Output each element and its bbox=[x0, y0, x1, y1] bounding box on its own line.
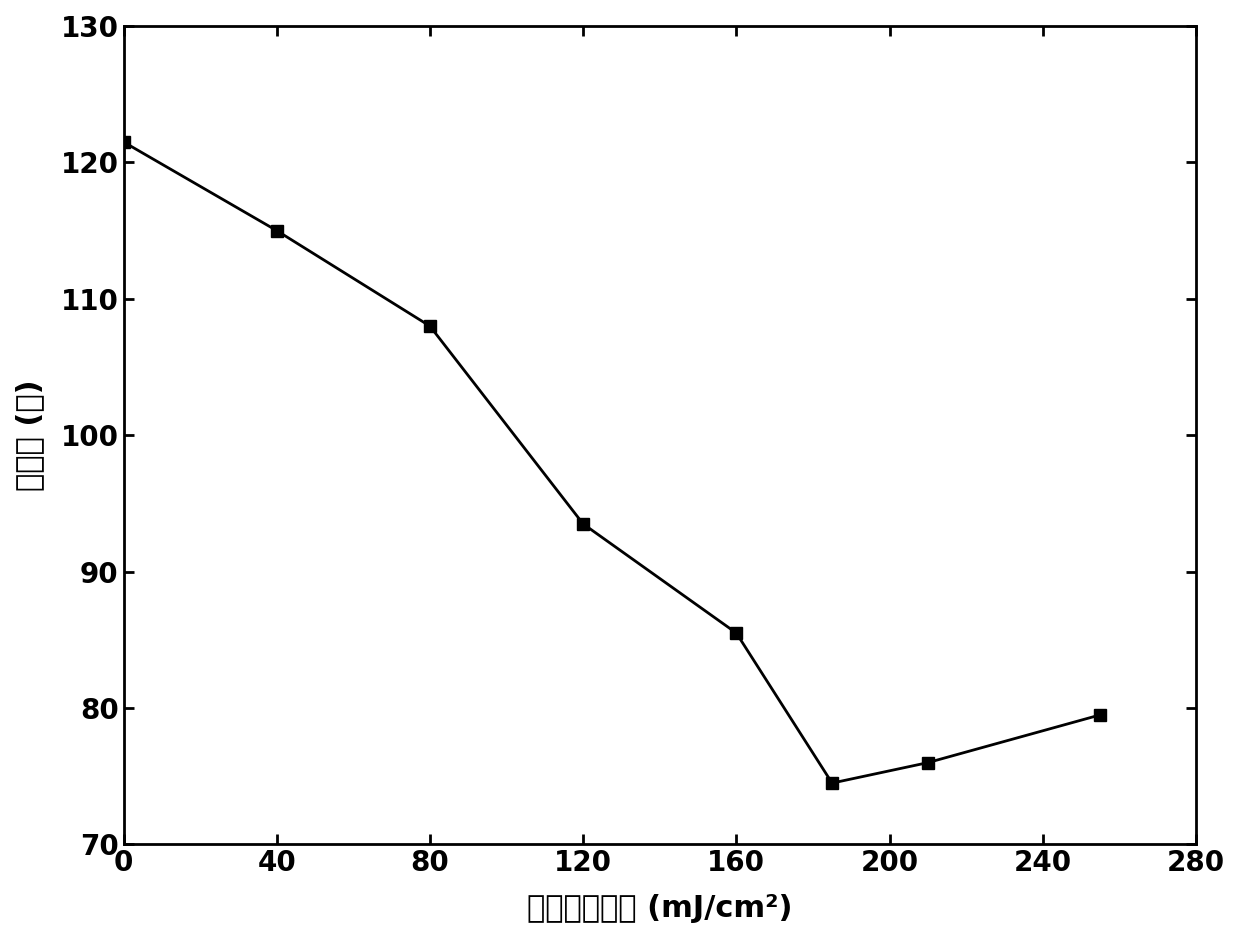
X-axis label: 激光能量密度 (mJ/cm²): 激光能量密度 (mJ/cm²) bbox=[527, 894, 792, 923]
Y-axis label: 接触角 (度): 接触角 (度) bbox=[15, 380, 43, 492]
